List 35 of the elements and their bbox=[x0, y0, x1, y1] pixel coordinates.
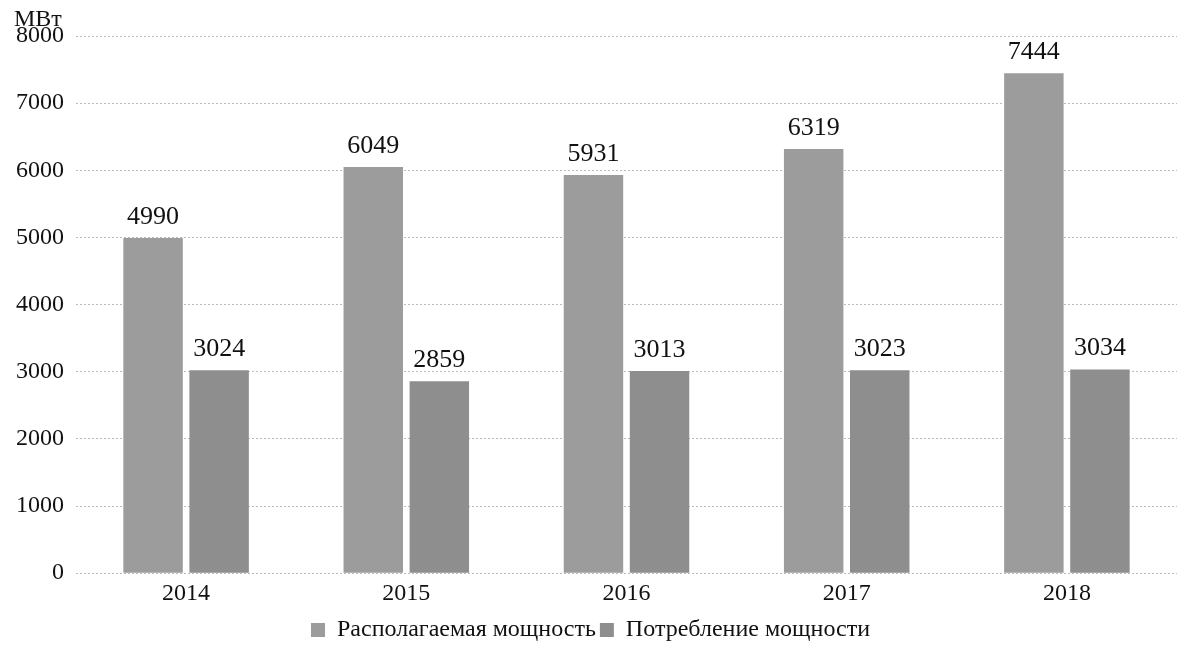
bar bbox=[783, 148, 844, 573]
bar bbox=[563, 174, 624, 573]
data-label: 6319 bbox=[787, 111, 840, 141]
bar bbox=[409, 381, 470, 573]
x-tick-label: 2018 bbox=[1042, 578, 1091, 605]
x-tick-label: 2014 bbox=[162, 578, 211, 605]
data-label: 3034 bbox=[1073, 332, 1126, 362]
y-tick-label: 0 bbox=[52, 558, 64, 585]
data-label: 4990 bbox=[127, 200, 180, 230]
data-label: 2859 bbox=[413, 344, 466, 374]
data-label: 3013 bbox=[633, 333, 686, 363]
bar bbox=[1004, 73, 1064, 573]
y-tick-label: 2000 bbox=[16, 424, 64, 451]
x-tick-label: 2016 bbox=[602, 578, 651, 605]
x-tick-label: 2017 bbox=[822, 578, 871, 605]
data-label: 5931 bbox=[567, 137, 620, 167]
bar bbox=[189, 370, 249, 573]
data-label: 6049 bbox=[347, 129, 400, 159]
y-tick-label: 7000 bbox=[16, 88, 64, 115]
bar bbox=[850, 370, 910, 573]
y-tick-label: 6000 bbox=[16, 155, 64, 182]
x-tick-label: 2015 bbox=[382, 578, 431, 605]
bar bbox=[629, 370, 690, 573]
data-label: 7444 bbox=[1007, 36, 1060, 66]
bar bbox=[343, 167, 403, 573]
y-tick-label: 5000 bbox=[16, 222, 64, 249]
y-tick-label: 4000 bbox=[16, 289, 64, 316]
y-tick-label: 1000 bbox=[16, 491, 64, 518]
legend-label: Располагаемая мощность bbox=[337, 615, 596, 642]
y-tick-label: 3000 bbox=[16, 357, 64, 384]
data-label: 3024 bbox=[193, 332, 246, 362]
legend-label: Потребление мощности bbox=[625, 615, 871, 642]
bar bbox=[123, 238, 183, 573]
data-label: 3023 bbox=[853, 333, 906, 363]
bar bbox=[1070, 369, 1130, 573]
